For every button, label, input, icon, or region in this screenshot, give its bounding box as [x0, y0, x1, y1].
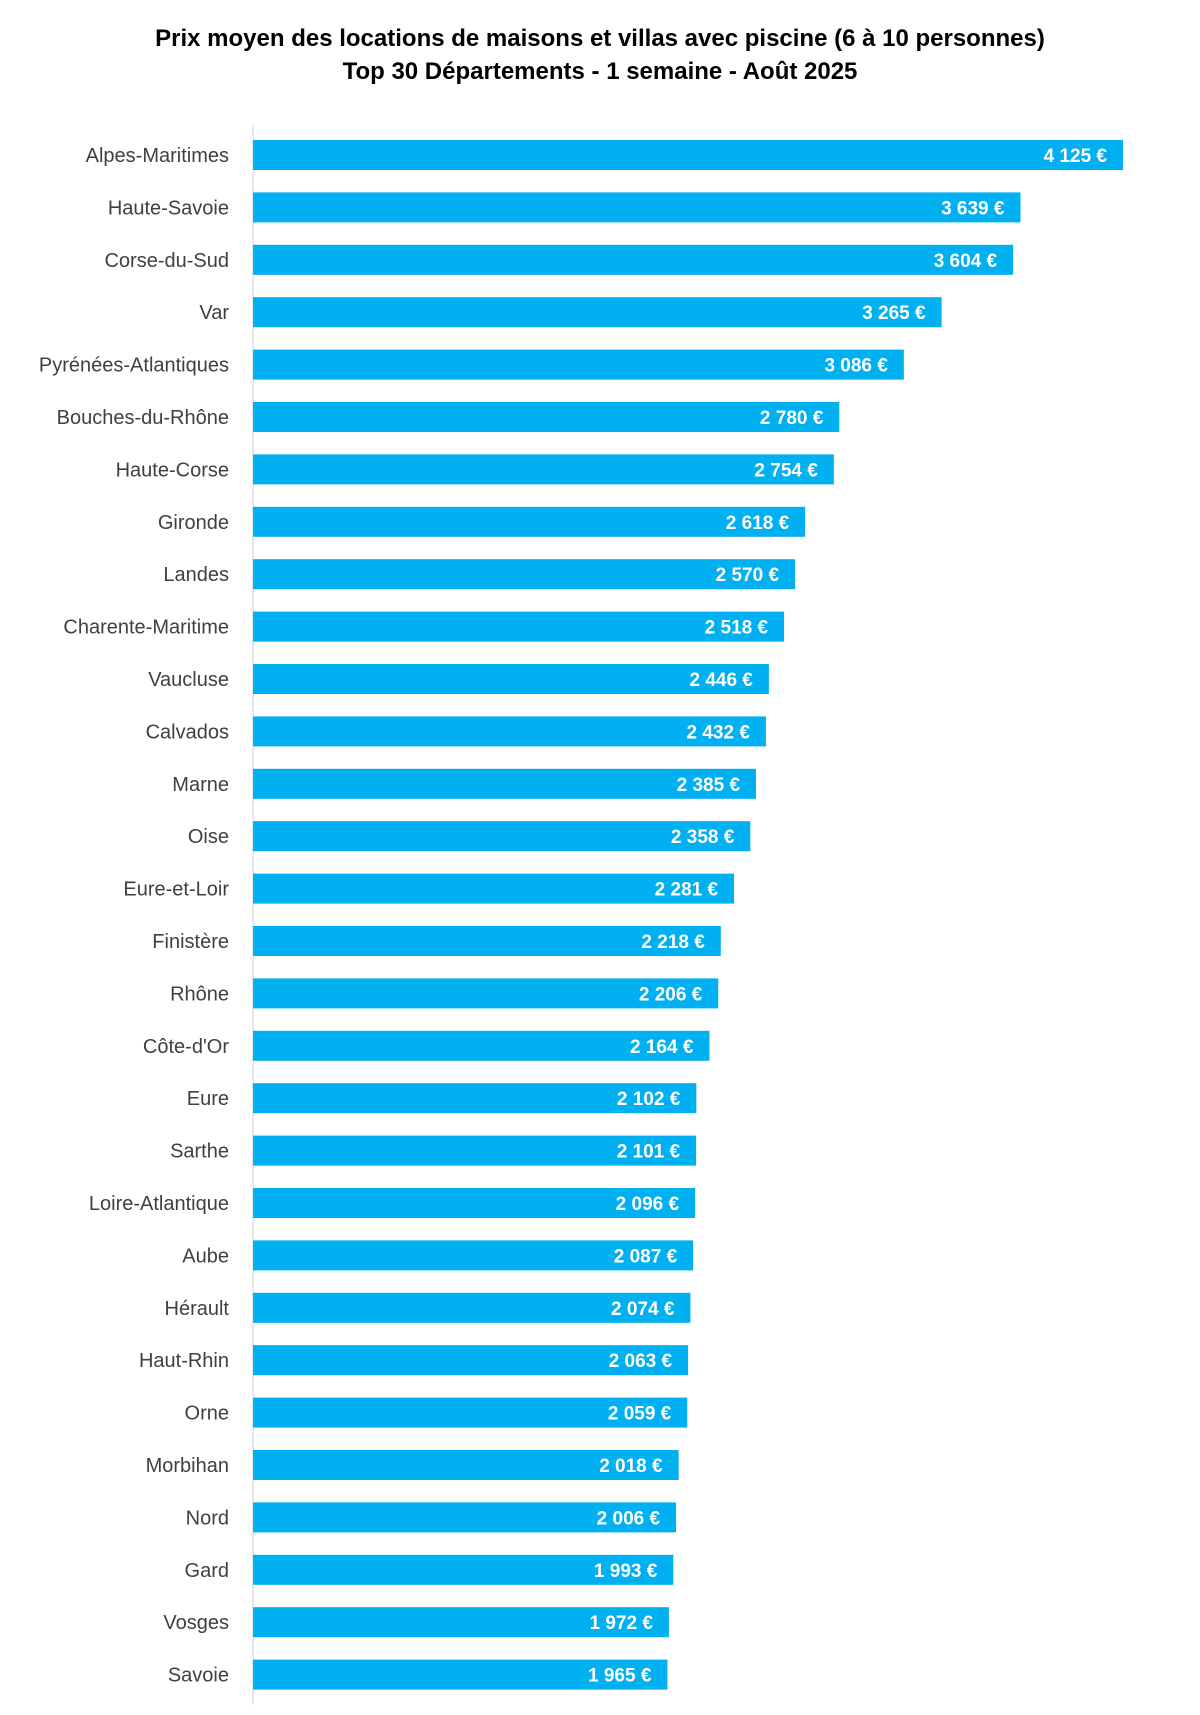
category-label: Charente-Maritime	[63, 617, 229, 639]
data-label: 1 965 €	[588, 1666, 652, 1687]
data-label: 2 006 €	[597, 1508, 661, 1529]
bar	[253, 454, 834, 485]
data-label: 2 281 €	[655, 880, 719, 901]
bar	[253, 821, 751, 852]
category-label: Sarthe	[170, 1141, 229, 1163]
bar	[253, 664, 769, 694]
data-label: 1 972 €	[590, 1613, 654, 1634]
bar	[253, 140, 1123, 170]
chart-subtitle: Top 30 Départements - 1 semaine - Août 2…	[342, 58, 858, 85]
bar	[253, 1554, 674, 1585]
data-label: 2 074 €	[611, 1299, 675, 1320]
data-label: 3 265 €	[862, 303, 926, 324]
bar	[253, 978, 719, 1009]
data-label: 2 518 €	[705, 618, 769, 639]
category-label: Hérault	[165, 1298, 230, 1320]
bar	[253, 192, 1021, 223]
data-label: 2 096 €	[616, 1194, 680, 1215]
chart-title: Prix moyen des locations de maisons et v…	[0, 22, 1200, 88]
bar	[253, 297, 942, 328]
bar	[253, 1240, 694, 1271]
category-label: Loire-Atlantique	[89, 1193, 229, 1215]
category-label: Gard	[185, 1560, 229, 1582]
data-label: 2 218 €	[641, 932, 705, 953]
bar	[253, 1502, 677, 1533]
bar	[253, 1188, 696, 1218]
category-label: Landes	[163, 564, 229, 586]
bar	[253, 926, 721, 956]
bar	[253, 506, 806, 537]
category-label: Oise	[188, 826, 229, 848]
bar	[253, 1345, 689, 1376]
data-label: 2 618 €	[726, 513, 790, 534]
category-label: Morbihan	[146, 1455, 229, 1477]
data-label: 2 754 €	[754, 460, 818, 481]
data-label: 2 780 €	[760, 408, 824, 429]
data-label: 2 102 €	[617, 1089, 681, 1110]
data-label: 2 164 €	[630, 1037, 694, 1058]
bar	[253, 611, 785, 642]
category-label: Vosges	[163, 1612, 229, 1634]
category-label: Corse-du-Sud	[104, 250, 229, 272]
category-label: Côte-d'Or	[143, 1036, 229, 1058]
data-label: 4 125 €	[1044, 146, 1108, 167]
data-label: 2 446 €	[689, 670, 753, 691]
bar	[253, 768, 757, 799]
bar	[253, 1607, 669, 1638]
data-label: 3 604 €	[934, 251, 998, 272]
data-label: 2 570 €	[716, 565, 780, 586]
category-label: Haute-Corse	[116, 459, 229, 481]
category-label: Haut-Rhin	[139, 1350, 229, 1372]
data-label: 2 063 €	[609, 1351, 673, 1372]
data-label: 1 993 €	[594, 1561, 658, 1582]
category-label: Savoie	[168, 1665, 229, 1687]
bar	[253, 559, 796, 590]
bar	[253, 402, 840, 432]
bar	[253, 1135, 697, 1166]
category-label: Finistère	[152, 931, 229, 953]
category-label: Nord	[186, 1507, 229, 1529]
data-label: 2 101 €	[617, 1142, 681, 1163]
category-label: Vaucluse	[148, 669, 229, 691]
category-label: Rhône	[170, 983, 229, 1005]
data-label: 2 059 €	[608, 1404, 672, 1425]
category-label: Eure-et-Loir	[123, 879, 229, 901]
bar	[253, 1397, 688, 1428]
data-label: 2 206 €	[639, 984, 703, 1005]
bar	[253, 873, 735, 904]
category-label: Haute-Savoie	[108, 197, 229, 219]
data-label: 2 087 €	[614, 1246, 678, 1267]
chart-title-line1: Prix moyen des locations de maisons et v…	[155, 25, 1045, 52]
bar	[253, 349, 904, 380]
category-label: Pyrénées-Atlantiques	[39, 355, 229, 377]
data-label: 2 385 €	[677, 775, 741, 796]
bar	[253, 1083, 697, 1114]
plot-area: Alpes-Maritimes 4 125 € Haute-Savoie 3 639 …	[39, 124, 1123, 1705]
bar	[253, 1292, 691, 1323]
data-label: 3 086 €	[824, 356, 888, 377]
bar	[253, 244, 1014, 275]
bar	[253, 1030, 710, 1061]
category-label: Aube	[182, 1245, 229, 1267]
category-label: Eure	[187, 1088, 229, 1110]
data-label: 2 358 €	[671, 827, 735, 848]
category-label: Var	[199, 302, 229, 324]
category-label: Calvados	[146, 721, 229, 743]
data-label: 2 432 €	[687, 722, 751, 743]
category-label: Orne	[185, 1403, 229, 1425]
bar	[253, 1450, 679, 1480]
data-label: 3 639 €	[941, 198, 1005, 219]
bar	[253, 716, 766, 747]
category-label: Alpes-Maritimes	[86, 145, 229, 167]
category-label: Marne	[172, 774, 229, 796]
data-label: 2 018 €	[599, 1456, 663, 1477]
category-label: Bouches-du-Rhône	[57, 407, 229, 429]
category-label: Gironde	[158, 512, 229, 534]
bar	[253, 1659, 668, 1690]
